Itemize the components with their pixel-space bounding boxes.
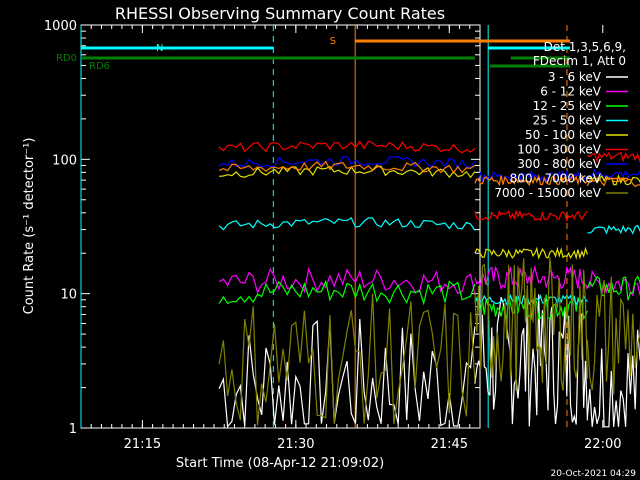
x-axis-label: Start Time (08-Apr-12 21:09:02) <box>176 456 384 471</box>
series-line <box>218 294 640 428</box>
legend-entry-label: 50 - 100 keV <box>525 128 602 142</box>
status-flags: N S RD0 RD6 <box>56 25 571 428</box>
y-axis-label: Count Rate (s⁻¹ detector⁻¹) <box>22 138 37 315</box>
night-flag-label: N <box>156 43 163 54</box>
legend-entry-label: 6 - 12 keV <box>540 85 602 99</box>
legend-entry-label: 100 - 300 keV <box>517 143 601 157</box>
y-tick-label: 1000 <box>44 19 77 34</box>
legend-entry-label: 3 - 6 keV <box>548 70 602 84</box>
x-tick-label: 22:00 <box>584 437 621 452</box>
y-tick-label: 10 <box>60 288 77 303</box>
x-tick-label: 21:45 <box>431 437 468 452</box>
legend-entry-label: 800 - 7000 keV <box>510 172 602 186</box>
legend-entry-label: 300 - 800 keV <box>517 157 601 171</box>
legend-header: FDecim 1, Att 0 <box>533 54 626 68</box>
series-line <box>218 217 640 306</box>
saa-flag-label: S <box>330 36 336 47</box>
y-tick-label: 1 <box>69 422 77 437</box>
series-group <box>218 140 640 428</box>
legend-entry-label: 12 - 25 keV <box>533 99 602 113</box>
series-line <box>218 257 640 426</box>
x-tick-label: 21:15 <box>124 437 161 452</box>
rd0-flag-label: RD0 <box>56 53 77 64</box>
y-tick-label: 100 <box>52 153 77 168</box>
x-tick-label: 21:30 <box>277 437 314 452</box>
legend-entry-label: 25 - 50 keV <box>533 114 602 128</box>
footer-date: 20-Oct-2021 04:29 <box>551 469 637 479</box>
legend-entry-label: 7000 - 15000 keV <box>494 186 601 200</box>
legend-header: Det 1,3,5,6,9, <box>544 40 626 54</box>
series-line <box>218 140 640 223</box>
rd6-flag-label: RD6 <box>89 61 110 72</box>
legend: Det 1,3,5,6,9,FDecim 1, Att 0 3 - 6 keV6 … <box>494 40 628 200</box>
y-axis: 1 10 100 1000 <box>44 19 480 437</box>
series-line <box>218 264 640 297</box>
chart-title: RHESSI Observing Summary Count Rates <box>115 4 445 23</box>
